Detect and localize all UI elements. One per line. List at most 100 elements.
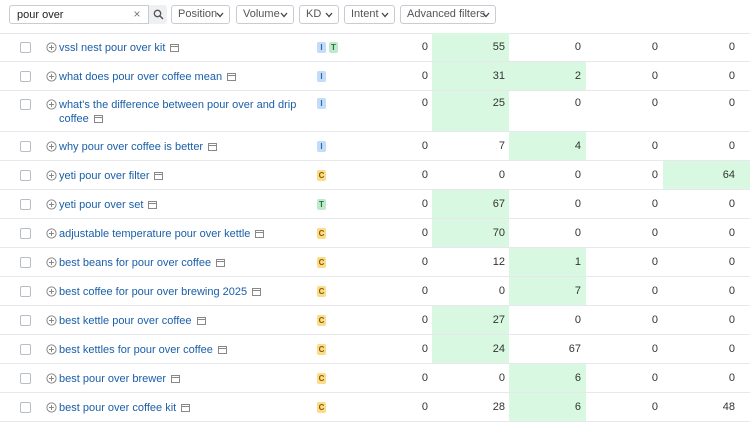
serp-icon[interactable] [252, 288, 262, 296]
add-keyword-icon[interactable] [46, 228, 57, 239]
keyword-text: best beans for pour over coffee [59, 257, 212, 269]
add-keyword-icon[interactable] [46, 170, 57, 181]
keyword-text: best coffee for pour over brewing 2025 [59, 286, 248, 298]
serp-icon[interactable] [148, 201, 158, 209]
serp-icon[interactable] [227, 73, 237, 81]
add-keyword-icon[interactable] [46, 402, 57, 413]
keyword-link[interactable]: best pour over coffee kit [59, 401, 299, 415]
table-row: yeti pour over set T 0 67 0 0 0 [0, 190, 750, 219]
metric-value: 70 [492, 227, 505, 239]
chevron-down-icon [381, 12, 389, 18]
table-row: adjustable temperature pour over kettle C… [0, 219, 750, 248]
filter-position-dropdown[interactable]: Position [171, 5, 230, 24]
filter-kd-dropdown[interactable]: KD [299, 5, 339, 24]
row-checkbox[interactable] [20, 199, 31, 210]
intent-badge: I [317, 98, 326, 109]
serp-icon[interactable] [208, 143, 218, 151]
serp-icon[interactable] [170, 44, 180, 52]
row-checkbox[interactable] [20, 141, 31, 152]
serp-icon[interactable] [171, 375, 180, 383]
row-checkbox[interactable] [20, 315, 31, 326]
add-keyword-icon[interactable] [46, 373, 57, 384]
add-keyword-icon[interactable] [46, 99, 57, 110]
serp-icon[interactable] [154, 172, 164, 180]
keyword-link[interactable]: yeti pour over filter [59, 169, 299, 183]
serp-icon[interactable] [181, 404, 191, 412]
add-keyword-icon[interactable] [46, 199, 57, 210]
search-input[interactable] [10, 6, 130, 23]
add-keyword-icon[interactable] [46, 286, 57, 297]
serp-icon[interactable] [255, 230, 265, 238]
keyword-link[interactable]: adjustable temperature pour over kettle [59, 227, 299, 241]
table-row: best pour over brewer C 0 0 6 0 0 [0, 364, 750, 393]
add-keyword-icon[interactable] [46, 344, 57, 355]
row-checkbox[interactable] [20, 71, 31, 82]
keyword-link[interactable]: best kettles for pour over coffee [59, 343, 299, 357]
metric-value: 0 [498, 372, 505, 384]
table-row: why pour over coffee is better I 0 7 4 0 0 [0, 132, 750, 161]
keyword-link[interactable]: vssl nest pour over kit [59, 41, 299, 55]
keyword-link[interactable]: why pour over coffee is better [59, 140, 299, 154]
cell-highlight [432, 190, 509, 218]
keyword-text: best kettles for pour over coffee [59, 344, 213, 356]
intent-badge: C [317, 257, 326, 268]
metric-value: 0 [421, 41, 428, 53]
filter-label: Position [178, 8, 218, 20]
keyword-link[interactable]: yeti pour over set [59, 198, 299, 212]
metric-value: 0 [651, 97, 658, 109]
row-checkbox[interactable] [20, 373, 31, 384]
serp-icon[interactable] [216, 259, 226, 267]
metric-value: 0 [421, 169, 428, 181]
metric-value: 0 [574, 314, 581, 326]
filter-advanced-filters-dropdown[interactable]: Advanced filters [400, 5, 496, 24]
search-button[interactable] [148, 5, 167, 24]
table-row: vssl nest pour over kit I T 0 55 0 0 0 [0, 33, 750, 62]
row-checkbox[interactable] [20, 344, 31, 355]
search-box: × [9, 5, 167, 24]
row-checkbox[interactable] [20, 286, 31, 297]
keyword-text: yeti pour over set [59, 199, 144, 211]
keyword-link[interactable]: what's the difference between pour over … [59, 98, 299, 126]
keyword-text: yeti pour over filter [59, 170, 150, 182]
table-row: best kettle pour over coffee C 0 27 0 0 0 [0, 306, 750, 335]
add-keyword-icon[interactable] [46, 71, 57, 82]
row-checkbox[interactable] [20, 170, 31, 181]
row-checkbox[interactable] [20, 42, 31, 53]
keyword-link[interactable]: best beans for pour over coffee [59, 256, 299, 270]
metric-value: 0 [651, 285, 658, 297]
keyword-link[interactable]: best coffee for pour over brewing 2025 [59, 285, 299, 299]
metric-value: 0 [728, 140, 735, 152]
metric-value: 0 [651, 198, 658, 210]
row-checkbox[interactable] [20, 99, 31, 110]
serp-icon[interactable] [93, 115, 103, 123]
table-row: what does pour over coffee mean I 0 31 2 0 0 [0, 62, 750, 91]
cell-highlight [509, 62, 586, 90]
add-keyword-icon[interactable] [46, 42, 57, 53]
metric-value: 0 [574, 169, 581, 181]
metric-value: 0 [651, 41, 658, 53]
metric-value: 0 [421, 256, 428, 268]
cell-highlight [509, 277, 586, 305]
serp-icon[interactable] [217, 346, 227, 354]
metric-value: 0 [728, 70, 735, 82]
serp-icon[interactable] [196, 317, 206, 325]
add-keyword-icon[interactable] [46, 141, 57, 152]
filter-label: Intent [351, 8, 379, 20]
add-keyword-icon[interactable] [46, 257, 57, 268]
filter-volume-dropdown[interactable]: Volume [236, 5, 294, 24]
clear-icon[interactable]: × [133, 7, 141, 21]
metric-value: 0 [728, 41, 735, 53]
row-checkbox[interactable] [20, 257, 31, 268]
row-checkbox[interactable] [20, 402, 31, 413]
filter-intent-dropdown[interactable]: Intent [344, 5, 395, 24]
row-checkbox[interactable] [20, 228, 31, 239]
cell-highlight [509, 248, 586, 276]
metric-value: 25 [492, 97, 505, 109]
keyword-link[interactable]: best kettle pour over coffee [59, 314, 299, 328]
keyword-link[interactable]: what does pour over coffee mean [59, 70, 299, 84]
metric-value: 0 [728, 372, 735, 384]
add-keyword-icon[interactable] [46, 315, 57, 326]
metric-value: 0 [421, 343, 428, 355]
metric-value: 67 [568, 343, 581, 355]
keyword-link[interactable]: best pour over brewer [59, 372, 299, 386]
